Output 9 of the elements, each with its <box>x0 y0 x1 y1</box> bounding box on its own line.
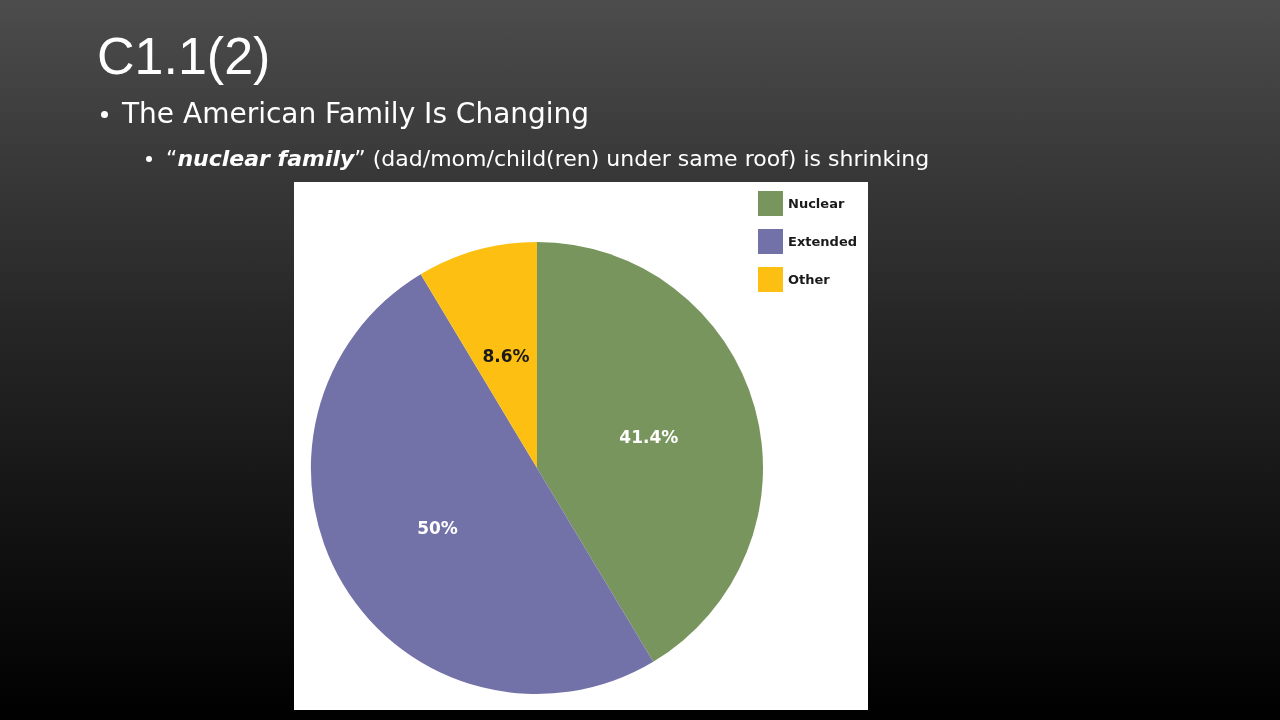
data-label: 8.6% <box>482 346 530 367</box>
legend-label: Nuclear <box>788 196 845 211</box>
text: “nuclear family” (dad/mom/child(ren) under same roof) is shrinking <box>166 145 930 173</box>
legend-label: Extended <box>788 234 857 249</box>
legend-label: Other <box>788 272 831 287</box>
data-label: 41.4% <box>619 427 679 448</box>
chart-title: C1.1(2) <box>97 26 271 86</box>
data-label: 50% <box>417 517 458 538</box>
chart-subtitle: The American Family Is Changing <box>122 96 590 132</box>
